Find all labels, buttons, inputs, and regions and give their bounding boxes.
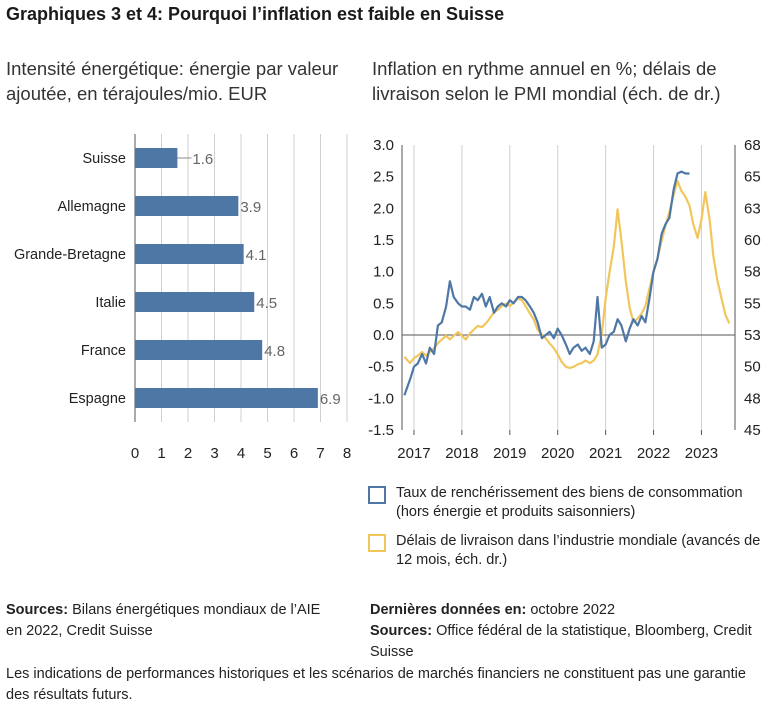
inflation-line-chart: 2017 2018 2019 2020 2021 2022 2023 3.0 2.5 2.0 1.5… [368,137,761,462]
line-right-tick-label: 55 [744,295,761,312]
legend-inflation-swatch [368,486,386,504]
bar-category-label: France [81,343,126,359]
bar-value-label: 4.1 [246,247,267,264]
left-chart-subtitle: Intensité énergétique: énergie par valeu… [6,58,339,104]
line-right-tick-label: 63 [744,200,761,217]
bar-category-label: Suisse [82,151,126,167]
line-left-tick-label: 0.5 [373,295,394,312]
bar-value-label: 4.5 [256,295,277,312]
legend-delivery-swatch [368,534,386,552]
bar [135,388,318,408]
line-right-tick-label: 65 [744,169,761,186]
line-left-tick-label: -1.0 [368,390,394,407]
bar-category-label: Grande-Bretagne [14,247,126,263]
bar-x-tick-label: 5 [263,445,271,462]
line-left-tick-label: 1.0 [373,264,394,281]
line-x-tick-label: 2018 [445,445,478,462]
sources-right-line: Sources: Office fédéral de la statistiqu… [370,621,765,663]
bar [135,340,263,360]
bar-category-label: Espagne [69,391,126,407]
line-right-tick-label: 68 [744,137,761,154]
sources-right: Dernières données en: octobre 2022 Sourc… [370,600,765,663]
sources-left: Sources: Bilans énergétiques mondiaux de… [6,600,326,642]
last-data-label: Dernières données en: [370,602,527,618]
line-x-tick-label: 2020 [541,445,574,462]
bar-x-tick-label: 8 [343,445,351,462]
energy-intensity-bar-chart: 0 1 2 3 4 5 6 7 8 Suisse 1.6 Allemagne 3.9 Grande-Bre… [14,134,351,462]
last-data-text: octobre 2022 [530,602,616,618]
bar-x-tick-label: 4 [237,445,245,462]
line-x-tick-label: 2017 [397,445,430,462]
line-x-tick-label: 2022 [637,445,670,462]
line-left-tick-label: 3.0 [373,137,394,154]
line-left-tick-label: 2.5 [373,169,394,186]
legend-inflation-label: Taux de renchérissement des biens de con… [396,485,743,520]
line-left-tick-label: 0.0 [373,327,394,344]
bar-x-tick-label: 0 [131,445,139,462]
line-left-tick-label: 1.5 [373,232,394,249]
bar [135,148,178,168]
line-x-tick-label: 2023 [685,445,718,462]
bar [135,196,239,216]
line-right-tick-label: 58 [744,264,761,281]
line-right-tick-label: 50 [744,359,761,376]
bar-x-tick-label: 2 [184,445,192,462]
line-left-tick-label: -0.5 [368,359,394,376]
sources-left-label: Sources: [6,602,69,618]
legend-delivery-label: Délais de livraison dans l’industrie mon… [396,533,761,568]
line-right-tick-label: 60 [744,232,761,249]
sources-right-label: Sources: [370,623,433,639]
line-right-tick-label: 45 [744,422,761,439]
bar-value-label: 4.8 [264,343,285,360]
bar-value-label: 3.9 [240,199,261,216]
inflation-series-line [403,170,690,396]
bar-x-tick-label: 1 [157,445,165,462]
bar-category-label: Italie [95,295,126,311]
bar-category-label: Allemagne [57,199,126,215]
line-x-tick-label: 2021 [589,445,622,462]
line-left-tick-label: 2.0 [373,200,394,217]
sources-left-text: Bilans énergétiques mondiaux de l’AIE en… [6,602,321,639]
line-right-tick-label: 48 [744,390,761,407]
bar [135,244,244,264]
sources-right-text: Office fédéral de la statistique, Bloomb… [370,623,752,660]
bar-value-label: 1.6 [192,151,213,168]
line-right-tick-label: 53 [744,327,761,344]
delivery-series-line [403,179,731,370]
bar [135,292,255,312]
right-chart-subtitle: Inflation en rythme annuel en %; délais … [372,58,721,104]
line-x-tick-label: 2019 [493,445,526,462]
disclaimer: Les indications de performances historiq… [6,666,746,703]
last-data-line: Dernières données en: octobre 2022 [370,600,765,621]
bar-x-tick-label: 3 [210,445,218,462]
line-left-tick-label: -1.5 [368,422,394,439]
bar-value-label: 6.9 [320,391,341,408]
page-title: Graphiques 3 et 4: Pourquoi l’inflation … [6,4,505,24]
bar-x-tick-label: 7 [316,445,324,462]
legend-delivery: Délais de livraison dans l’industrie mon… [368,532,771,570]
legend-inflation: Taux de renchérissement des biens de con… [368,484,771,522]
bar-x-tick-label: 6 [290,445,298,462]
